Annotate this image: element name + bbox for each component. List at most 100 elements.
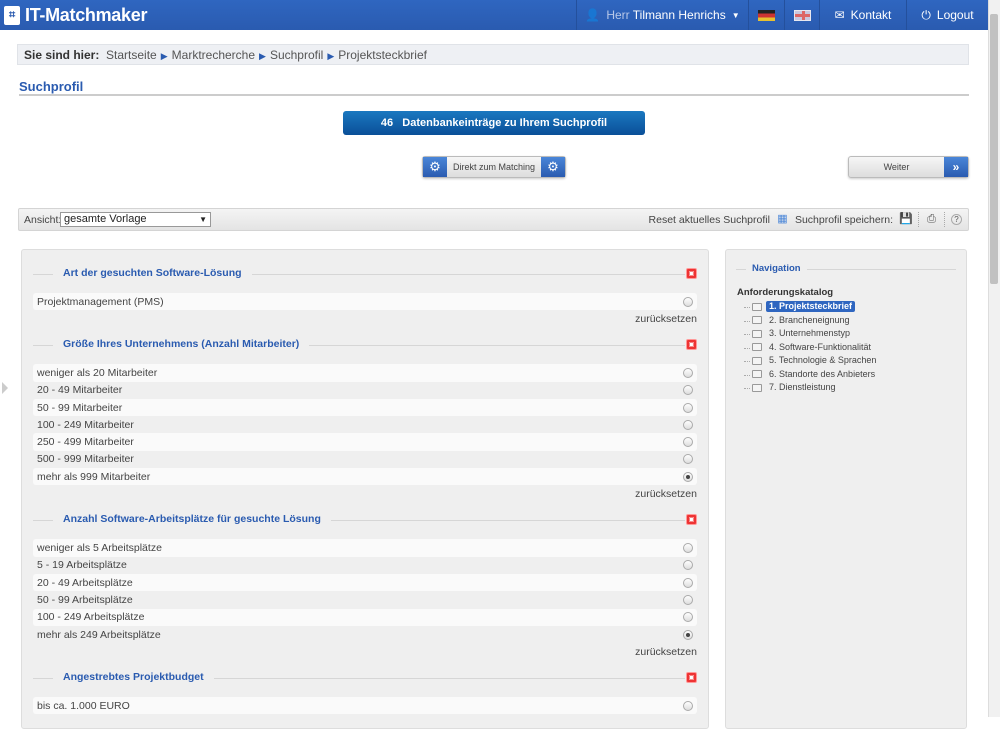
- binoculars-icon: ⌗: [4, 6, 20, 25]
- toolbar: Ansicht: gesamte Vorlage ▼ Reset aktuelle…: [18, 208, 969, 231]
- side-toggle-icon[interactable]: [2, 382, 8, 394]
- folder-icon: [752, 316, 762, 325]
- reset-profile-link[interactable]: Reset aktuelles Suchprofil: [648, 213, 770, 226]
- breadcrumb-label: Sie sind hier:: [24, 48, 100, 62]
- option-row[interactable]: weniger als 20 Mitarbeiter: [33, 364, 697, 382]
- user-menu[interactable]: 👤 Herr Tilmann Henrichs ▼: [576, 0, 748, 30]
- print-icon[interactable]: ⎙: [927, 213, 936, 225]
- option-row[interactable]: 20 - 49 Mitarbeiter: [33, 382, 697, 399]
- option-label: 500 - 999 Mitarbeiter: [37, 453, 134, 466]
- breadcrumb-item[interactable]: Marktrecherche: [171, 48, 256, 62]
- power-icon: ⏻: [921, 7, 931, 22]
- catalog-tree: 1. Projektsteckbrief 2. Brancheneignung 3.…: [744, 300, 879, 395]
- radio-button[interactable]: [683, 594, 693, 605]
- nav-tree-item[interactable]: 4. Software-Funktionalität: [744, 341, 879, 355]
- collapse-icon[interactable]: ▣: [686, 339, 697, 351]
- logo[interactable]: ⌗ IT-Matchmaker: [4, 5, 147, 26]
- option-row[interactable]: weniger als 5 Arbeitsplätze: [33, 539, 697, 557]
- language-de[interactable]: [748, 0, 784, 30]
- breadcrumb-item[interactable]: Suchprofil: [269, 48, 324, 62]
- help-icon[interactable]: ?: [951, 214, 962, 225]
- section-divider: [33, 678, 685, 680]
- radio-button[interactable]: [683, 612, 693, 623]
- toolbar-separator: [944, 212, 945, 227]
- nav-tree-item[interactable]: 7. Dienstleistung: [744, 381, 879, 395]
- collapse-icon[interactable]: ▣: [686, 268, 697, 279]
- scrollbar-thumb[interactable]: [990, 14, 998, 284]
- option-label: 50 - 99 Arbeitsplätze: [37, 593, 133, 606]
- radio-button[interactable]: [683, 629, 693, 640]
- radio-button[interactable]: [683, 454, 693, 465]
- arrow-icon: ▶: [160, 51, 168, 61]
- reset-link[interactable]: zurücksetzen: [635, 313, 697, 326]
- dropdown-arrow-icon: ▼: [199, 215, 207, 224]
- option-row[interactable]: mehr als 249 Arbeitsplätze: [33, 626, 697, 643]
- section-header: Art der gesuchten Software-Lösung ▣: [33, 264, 697, 284]
- nav-tree-item[interactable]: 5. Technologie & Sprachen: [744, 354, 879, 368]
- reset-calendar-icon[interactable]: ▦: [777, 213, 788, 225]
- results-button[interactable]: 46 Datenbankeinträge zu Ihrem Suchprofil: [343, 111, 645, 135]
- option-label: 250 - 499 Mitarbeiter: [37, 436, 134, 449]
- collapse-icon[interactable]: ▣: [686, 672, 697, 684]
- breadcrumb-item[interactable]: Startseite: [106, 48, 157, 62]
- logout-label: Logout: [936, 8, 974, 22]
- radio-button[interactable]: [683, 577, 693, 588]
- page-title: Suchprofil: [19, 79, 84, 94]
- option-row[interactable]: bis ca. 1.000 EURO: [33, 697, 697, 715]
- option-label: weniger als 5 Arbeitsplätze: [37, 542, 162, 555]
- radio-button[interactable]: [683, 700, 693, 711]
- option-label: 50 - 99 Mitarbeiter: [37, 401, 123, 414]
- next-button[interactable]: Weiter »: [848, 156, 969, 178]
- scrollbar[interactable]: [988, 0, 1000, 717]
- option-row[interactable]: 250 - 499 Mitarbeiter: [33, 433, 697, 451]
- arrow-icon: ▶: [327, 51, 335, 61]
- option-row[interactable]: mehr als 999 Mitarbeiter: [33, 468, 697, 486]
- radio-button[interactable]: [683, 296, 693, 307]
- catalog-title: Anforderungskatalog: [737, 287, 834, 298]
- radio-button[interactable]: [683, 560, 693, 571]
- section-divider: [33, 520, 685, 522]
- matching-button[interactable]: ⚙ Direkt zum Matching ⚙: [422, 156, 566, 178]
- option-row[interactable]: 50 - 99 Arbeitsplätze: [33, 591, 697, 608]
- radio-button[interactable]: [683, 419, 693, 430]
- option-row[interactable]: 5 - 19 Arbeitsplätze: [33, 557, 697, 574]
- reset-link[interactable]: zurücksetzen: [635, 488, 697, 501]
- contact-link[interactable]: ✉ Kontakt: [819, 0, 906, 30]
- reset-link[interactable]: zurücksetzen: [635, 646, 697, 659]
- radio-button[interactable]: [683, 385, 693, 396]
- double-chevron-right-icon: »: [944, 157, 968, 177]
- nav-item-label: 1. Projektsteckbrief: [766, 301, 856, 313]
- section-divider: [33, 274, 685, 275]
- nav-tree-item[interactable]: 6. Standorte des Anbieters: [744, 368, 879, 382]
- nav-item-label: 4. Software-Funktionalität: [769, 341, 872, 352]
- radio-button[interactable]: [683, 402, 693, 413]
- view-select[interactable]: gesamte Vorlage ▼: [60, 212, 211, 227]
- option-row[interactable]: 50 - 99 Mitarbeiter: [33, 398, 697, 417]
- nav-item-label: 6. Standorte des Anbieters: [769, 368, 876, 379]
- nav-item-label: 7. Dienstleistung: [769, 382, 836, 393]
- option-label: mehr als 999 Mitarbeiter: [37, 470, 151, 483]
- language-en[interactable]: [784, 0, 819, 30]
- option-row[interactable]: 20 - 49 Arbeitsplätze: [33, 573, 697, 592]
- radio-button[interactable]: [683, 543, 693, 554]
- section-divider: [33, 345, 685, 347]
- option-row[interactable]: 100 - 249 Mitarbeiter: [33, 416, 697, 433]
- save-disk-icon[interactable]: 💾: [899, 213, 913, 225]
- option-row[interactable]: 500 - 999 Mitarbeiter: [33, 451, 697, 468]
- logout-link[interactable]: ⏻ Logout: [906, 0, 988, 30]
- nav-tree-item[interactable]: 1. Projektsteckbrief: [744, 300, 879, 314]
- radio-button[interactable]: [683, 471, 693, 482]
- salutation: Herr: [606, 8, 630, 22]
- option-row[interactable]: Projektmanagement (PMS): [33, 293, 697, 311]
- option-row[interactable]: 100 - 249 Arbeitsplätze: [33, 608, 697, 626]
- breadcrumb-item: Projektsteckbrief: [338, 48, 427, 62]
- radio-button[interactable]: [683, 437, 693, 448]
- radio-button[interactable]: [683, 367, 693, 378]
- nav-tree-item[interactable]: 3. Unternehmenstyp: [744, 327, 879, 341]
- option-label: 20 - 49 Arbeitsplätze: [37, 576, 133, 589]
- contact-label: Kontakt: [850, 8, 892, 22]
- gear-icon: ⚙: [541, 157, 565, 177]
- nav-tree-item[interactable]: 2. Brancheneignung: [744, 314, 879, 328]
- collapse-icon[interactable]: ▣: [686, 514, 697, 526]
- navigation-title: Navigation: [746, 263, 807, 274]
